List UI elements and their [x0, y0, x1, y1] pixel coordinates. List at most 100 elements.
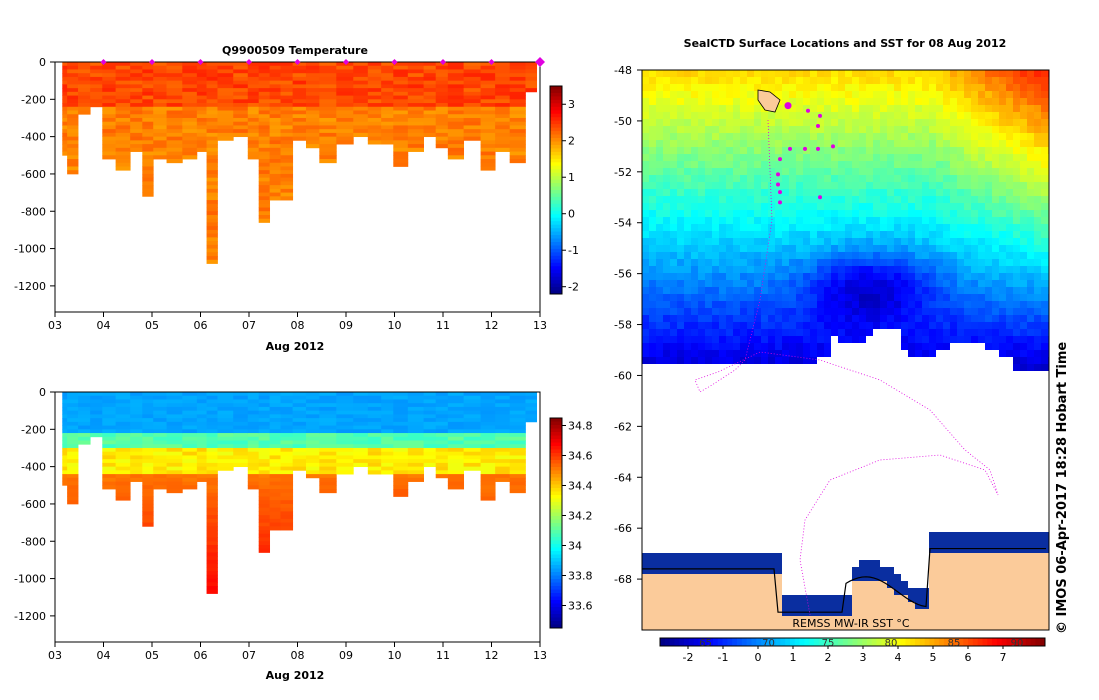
profile-cell: [258, 462, 271, 468]
map-cell: [740, 77, 748, 85]
profile-cell: [142, 132, 154, 138]
map-cell: [677, 266, 685, 274]
map-cell: [957, 238, 965, 246]
profile-cell: [305, 392, 320, 397]
map-cell: [670, 385, 678, 393]
profile-cell: [142, 166, 154, 171]
map-cell: [691, 385, 699, 393]
profile-cell: [142, 489, 154, 494]
map-cell: [796, 175, 804, 183]
map-cell: [789, 322, 797, 330]
profile-cell: [206, 533, 218, 538]
profile-cell: [435, 447, 449, 453]
map-cell: [887, 140, 895, 148]
map-cell: [670, 294, 678, 302]
profile-cell: [142, 503, 154, 509]
map-cell: [999, 329, 1007, 337]
profile-cell: [258, 73, 271, 78]
profile-cell: [115, 99, 131, 104]
map-cell: [971, 154, 979, 162]
profile-cell: [305, 129, 320, 134]
profile-cell: [447, 91, 465, 96]
map-cell: [796, 308, 804, 316]
map-cell: [810, 70, 818, 78]
profile-cell: [258, 406, 271, 412]
profile-cell: [62, 481, 68, 486]
map-cell: [698, 168, 706, 176]
map-cell: [852, 112, 860, 120]
map-cell: [810, 301, 818, 309]
profile-cell: [280, 73, 294, 78]
profile-cell: [292, 447, 307, 453]
map-cell: [810, 168, 818, 176]
profile-cell: [166, 436, 183, 441]
profile-cell: [269, 429, 281, 434]
map-cell: [1013, 308, 1021, 316]
map-cell: [768, 336, 776, 344]
profile-cell: [381, 110, 394, 115]
profile-cell: [217, 433, 234, 438]
map-cell: [670, 350, 678, 358]
map-cell: [803, 378, 811, 386]
map-cell: [838, 266, 846, 274]
map-cell: [971, 217, 979, 225]
profile-cell: [62, 91, 68, 96]
map-cell: [740, 399, 748, 407]
map-cell: [817, 336, 825, 344]
map-cell: [852, 245, 860, 253]
map-cell: [663, 126, 671, 134]
map-cell: [698, 217, 706, 225]
profile-cell: [102, 418, 117, 423]
map-cell: [894, 406, 902, 414]
map-cell: [1006, 105, 1014, 113]
map-cell: [712, 406, 720, 414]
map-cell: [796, 343, 804, 351]
map-cell: [719, 161, 727, 169]
profile-cell: [196, 110, 207, 115]
profile-cell: [166, 403, 183, 408]
map-cell: [768, 280, 776, 288]
map-cell: [1006, 329, 1014, 337]
profile-cell: [258, 410, 271, 415]
map-cell: [803, 161, 811, 169]
profile-cell: [525, 69, 538, 74]
map-cell: [992, 343, 1000, 351]
profile-cell: [305, 399, 320, 404]
profile-cell: [423, 436, 437, 441]
profile-cell: [217, 132, 234, 138]
profile-cell: [509, 451, 526, 456]
map-cell: [838, 126, 846, 134]
map-cell: [1006, 252, 1014, 260]
profile-cell: [269, 136, 281, 141]
map-cell: [971, 126, 979, 134]
profile-cell: [62, 466, 68, 471]
map-cell: [831, 350, 839, 358]
map-cell: [754, 70, 762, 78]
map-cell: [936, 350, 944, 358]
profile-cell: [62, 459, 68, 464]
map-cell: [705, 91, 713, 99]
map-cell: [887, 175, 895, 183]
profile-cell: [67, 477, 79, 482]
map-cell: [901, 287, 909, 295]
profile-cell: [305, 440, 320, 445]
map-cell: [978, 203, 986, 211]
profile-cell: [62, 433, 68, 438]
profile-cell: [62, 414, 68, 419]
profile-cell: [280, 518, 294, 523]
map-cell: [1041, 133, 1049, 141]
map-cell: [992, 224, 1000, 232]
profile-cell: [206, 129, 218, 134]
profile-cell: [393, 470, 409, 475]
profile-cell: [62, 62, 68, 67]
profile-cell: [102, 447, 117, 453]
profile-cell: [115, 147, 131, 152]
colorbar-segment: [550, 505, 562, 510]
map-cell: [894, 154, 902, 162]
profile-cell: [217, 125, 234, 130]
profile-cell: [233, 125, 249, 130]
map-cell: [908, 406, 916, 414]
map-cell: [922, 84, 930, 92]
map-cell: [782, 273, 790, 281]
map-cell: [901, 301, 909, 309]
